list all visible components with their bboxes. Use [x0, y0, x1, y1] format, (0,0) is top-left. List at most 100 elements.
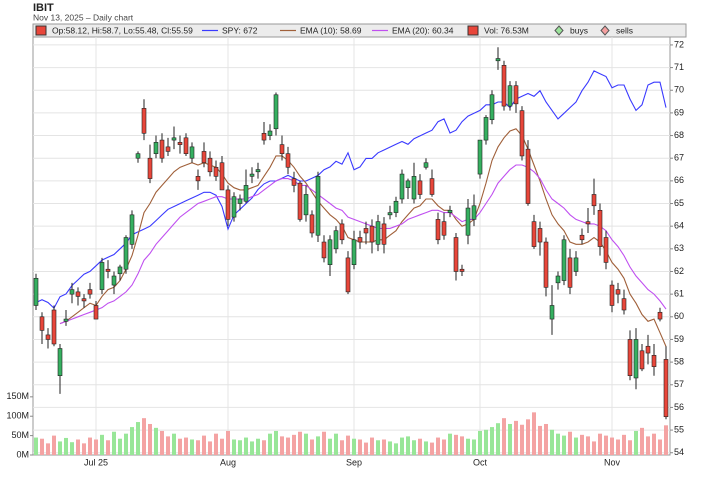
series-line	[59, 164, 667, 325]
x-tick-label: Jul 25	[84, 457, 108, 467]
y-tick-label: 60	[674, 311, 684, 321]
candle-body	[381, 223, 387, 245]
volume-bar	[292, 434, 296, 455]
volume-bar	[604, 435, 608, 455]
candle-body	[579, 234, 585, 241]
y-tick-label: 58	[674, 356, 684, 366]
candle-body	[123, 237, 129, 270]
y-tick-label: 64	[674, 221, 684, 231]
candle-body	[105, 268, 111, 272]
candle-body	[129, 214, 135, 245]
candle-body	[633, 339, 639, 379]
volume-tick-label: 100M	[6, 411, 29, 421]
candle-body	[663, 359, 669, 418]
volume-bar	[496, 423, 500, 455]
candle-body	[309, 214, 315, 234]
legend-label: buys	[570, 25, 588, 35]
volume-bar	[46, 443, 50, 455]
volume-bar	[40, 438, 44, 455]
volume-bar	[226, 430, 230, 455]
volume-bar	[430, 442, 434, 455]
candle-body	[177, 142, 183, 145]
candle-body	[285, 153, 291, 168]
volume-bar	[436, 437, 440, 455]
legend-label: sells	[616, 25, 633, 35]
volume-bar	[586, 436, 590, 455]
x-tick-label: Nov	[604, 457, 621, 467]
volume-bar	[172, 433, 176, 455]
y-tick-label: 56	[674, 402, 684, 412]
candle-body	[555, 275, 561, 284]
volume-bar	[268, 433, 272, 455]
volume-bar	[490, 427, 494, 455]
volume-bar	[220, 438, 224, 455]
candle-body	[627, 339, 633, 377]
candle-body	[513, 85, 519, 105]
volume-bar	[562, 435, 566, 455]
volume-bar	[526, 419, 530, 455]
candle-body	[303, 194, 309, 216]
volume-bar	[166, 436, 170, 455]
candle-body	[33, 277, 39, 306]
candle-body	[477, 139, 483, 175]
candle-body	[471, 205, 477, 220]
y-tick-label: 55	[674, 424, 684, 434]
volume-bar	[70, 442, 74, 455]
candle-body	[417, 180, 423, 195]
volume-bar	[532, 412, 536, 455]
volume-bar	[238, 440, 242, 455]
y-tick-label: 65	[674, 198, 684, 208]
candle-body	[561, 239, 567, 281]
volume-bar	[82, 443, 86, 455]
volume-bar	[346, 435, 350, 455]
candle-body	[495, 58, 501, 62]
candle-body	[39, 316, 45, 331]
volume-bar	[232, 439, 236, 455]
candle-body	[639, 350, 645, 370]
volume-bar	[214, 433, 218, 455]
volume-bar	[550, 429, 554, 455]
candle-body	[87, 289, 93, 295]
candle-body	[207, 157, 213, 173]
series-line	[35, 70, 667, 309]
candle-body	[321, 241, 327, 259]
candle-body	[183, 137, 189, 154]
candle-body	[135, 153, 141, 159]
volume-bar	[304, 433, 308, 455]
candle-body	[489, 94, 495, 120]
candle-body	[483, 117, 489, 141]
volume-bar	[658, 439, 662, 455]
y-tick-label: 70	[674, 85, 684, 95]
volume-bar	[58, 441, 62, 455]
volume-bar	[358, 439, 362, 455]
candle-body	[387, 212, 393, 216]
y-tick-label: 62	[674, 266, 684, 276]
candle-body	[375, 221, 381, 245]
volume-bar	[628, 440, 632, 455]
candle-body	[201, 151, 207, 164]
candle-body	[525, 148, 531, 204]
candle-body	[567, 257, 573, 288]
candle-body	[459, 268, 465, 272]
volume-bar	[322, 431, 326, 455]
candle-body	[153, 142, 159, 154]
volume-bar	[262, 440, 266, 455]
y-tick-label: 54	[674, 447, 684, 457]
volume-bar	[76, 439, 80, 455]
y-tick-label: 63	[674, 243, 684, 253]
volume-tick-label: 0M	[16, 449, 29, 459]
candle-body	[345, 257, 351, 293]
volume-bar	[64, 437, 68, 455]
volume-bar	[484, 429, 488, 455]
volume-bar	[382, 439, 386, 455]
volume-bar	[424, 441, 428, 455]
volume-bar	[352, 438, 356, 455]
x-tick-label: Aug	[220, 457, 236, 467]
volume-tick-label: 150M	[6, 391, 29, 401]
legend-label: EMA (20): 60.34	[392, 25, 454, 35]
y-tick-label: 57	[674, 379, 684, 389]
volume-bar	[394, 443, 398, 455]
candle-body	[399, 173, 405, 200]
volume-bar	[208, 441, 212, 455]
candle-body	[537, 228, 543, 243]
